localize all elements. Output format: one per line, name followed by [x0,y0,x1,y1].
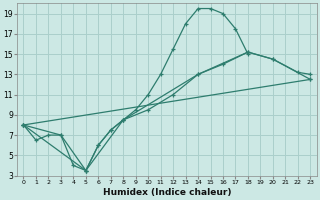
X-axis label: Humidex (Indice chaleur): Humidex (Indice chaleur) [103,188,231,197]
